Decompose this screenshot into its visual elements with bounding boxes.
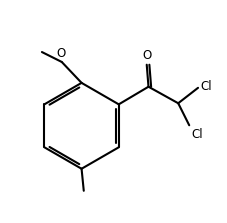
Text: Cl: Cl — [201, 81, 212, 93]
Text: Cl: Cl — [191, 128, 203, 141]
Text: O: O — [57, 47, 66, 60]
Text: O: O — [143, 49, 152, 62]
